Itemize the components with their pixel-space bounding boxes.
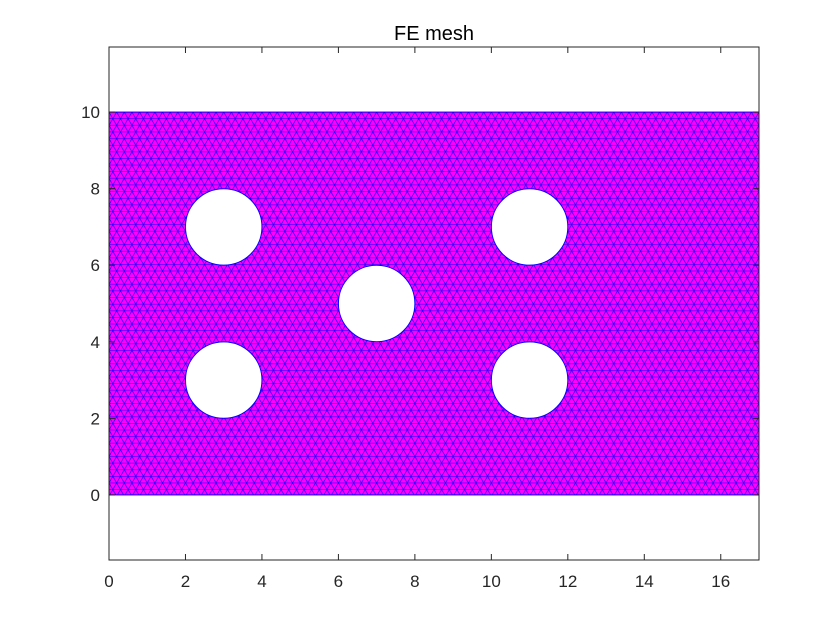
y-tick-label: 0 xyxy=(91,486,100,505)
y-tick-label: 4 xyxy=(91,333,100,352)
chart-title: FE mesh xyxy=(394,23,474,45)
x-tick-label: 14 xyxy=(635,572,654,591)
y-tick-label: 6 xyxy=(91,256,100,275)
x-tick-label: 10 xyxy=(482,572,501,591)
y-tick-label: 2 xyxy=(91,409,100,428)
axes-box xyxy=(108,46,760,561)
mesh-hole-3 xyxy=(337,264,416,343)
mesh-hole-2 xyxy=(490,188,569,266)
x-tick-label: 8 xyxy=(410,572,419,591)
plot-area xyxy=(108,111,760,496)
mesh-hole-4 xyxy=(184,341,263,419)
x-tick-label: 2 xyxy=(181,572,190,591)
y-tick-label: 10 xyxy=(81,103,100,122)
x-tick-label: 6 xyxy=(334,572,343,591)
x-tick-label: 0 xyxy=(104,572,113,591)
y-tick-label: 8 xyxy=(91,180,100,199)
mesh-domain xyxy=(109,112,759,495)
x-tick-label: 16 xyxy=(711,572,730,591)
mesh-hole-1 xyxy=(184,188,263,266)
x-tick-label: 4 xyxy=(257,572,266,591)
mesh-hole-5 xyxy=(490,341,569,419)
x-tick-label: 12 xyxy=(558,572,577,591)
axes: 0 2 4 6 8 10 12 14 16 0 2 4 6 8 10 xyxy=(81,46,760,591)
